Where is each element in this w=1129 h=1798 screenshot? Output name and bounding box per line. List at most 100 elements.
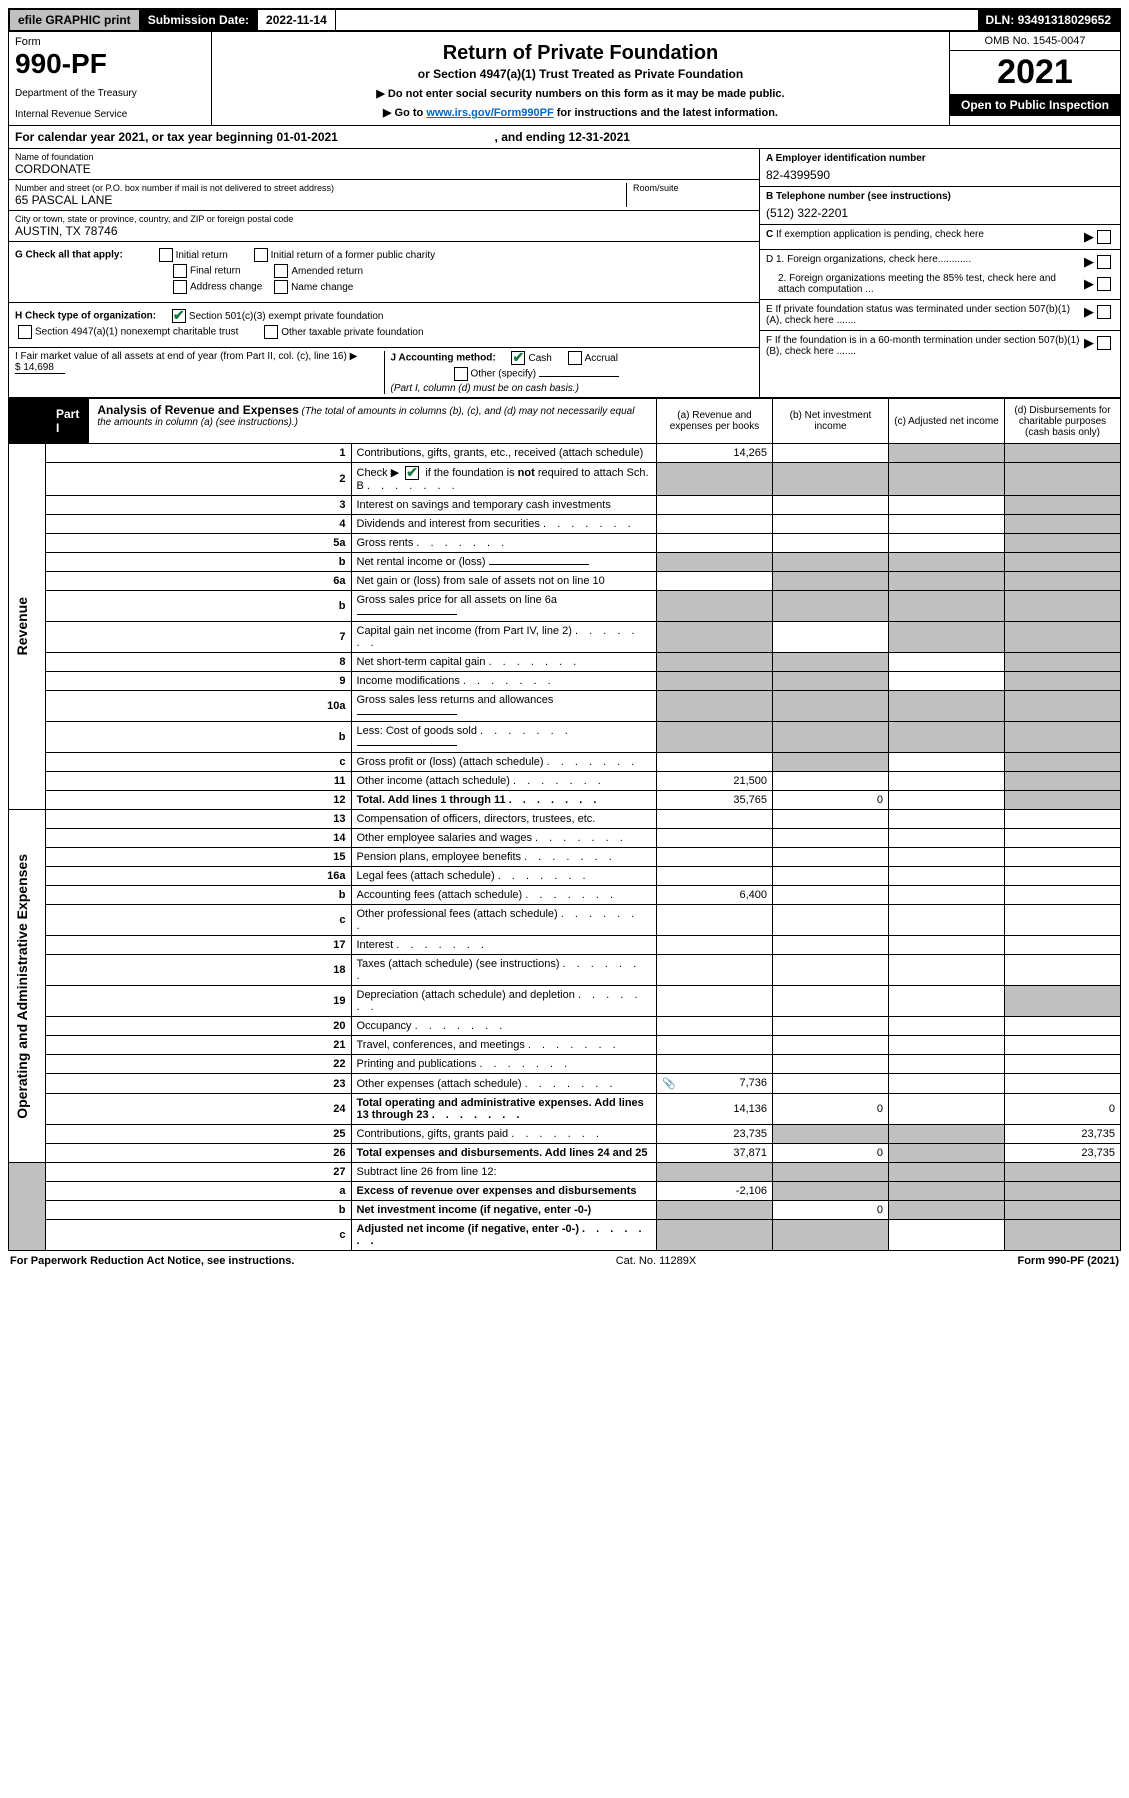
header-right: OMB No. 1545-0047 2021 Open to Public In…: [949, 32, 1120, 125]
cell-value: [1005, 553, 1121, 572]
checkbox-final-return[interactable]: [173, 264, 187, 278]
cell-value: [1005, 848, 1121, 867]
cell-value: [1005, 1163, 1121, 1182]
cell-value: [889, 444, 1005, 463]
row-number: 19: [46, 986, 352, 1017]
cell-value: [657, 867, 773, 886]
table-row: cGross profit or (loss) (attach schedule…: [9, 753, 1121, 772]
cell-value: [773, 534, 889, 553]
cell-value: [773, 936, 889, 955]
checkbox-501c3[interactable]: [172, 309, 186, 323]
row-number: 24: [46, 1094, 352, 1125]
cell-value: 14,136: [657, 1094, 773, 1125]
checkbox-e[interactable]: [1097, 305, 1111, 319]
cell-value: [889, 1125, 1005, 1144]
row-desc: Net short-term capital gain . . . . . . …: [351, 653, 657, 672]
cell-value: [657, 572, 773, 591]
irs-link[interactable]: www.irs.gov/Form990PF: [426, 107, 553, 119]
table-row: Operating and Administrative Expenses13C…: [9, 810, 1121, 829]
cell-value: [773, 905, 889, 936]
row-number: c: [46, 1220, 352, 1251]
checkbox-amended-return[interactable]: [274, 264, 288, 278]
cell-value: [773, 955, 889, 986]
cell-value: [1005, 591, 1121, 622]
checkbox-other-method[interactable]: [454, 367, 468, 381]
attachment-icon[interactable]: 📎: [662, 1077, 676, 1090]
year-end: 12-31-2021: [569, 130, 630, 144]
footer: For Paperwork Reduction Act Notice, see …: [8, 1251, 1121, 1271]
table-row: 19Depreciation (attach schedule) and dep…: [9, 986, 1121, 1017]
cell-value: [1005, 463, 1121, 496]
cell-value: [889, 986, 1005, 1017]
table-row: Revenue1Contributions, gifts, grants, et…: [9, 444, 1121, 463]
table-row: 22Printing and publications . . . . . . …: [9, 1055, 1121, 1074]
city-value: AUSTIN, TX 78746: [15, 224, 753, 238]
cell-value: [1005, 444, 1121, 463]
row-number: 8: [46, 653, 352, 672]
cell-value: [773, 829, 889, 848]
row-desc: Other income (attach schedule) . . . . .…: [351, 772, 657, 791]
cell-value: [657, 463, 773, 496]
table-row: bAccounting fees (attach schedule) . . .…: [9, 886, 1121, 905]
row-desc: Other professional fees (attach schedule…: [351, 905, 657, 936]
cell-value: [889, 534, 1005, 553]
table-row: 24Total operating and administrative exp…: [9, 1094, 1121, 1125]
checkbox-accrual[interactable]: [568, 351, 582, 365]
checkbox-sch-b[interactable]: [405, 466, 419, 480]
table-row: 5aGross rents . . . . . . .: [9, 534, 1121, 553]
row-number: 18: [46, 955, 352, 986]
row-desc: Check ▶ if the foundation is not require…: [351, 463, 657, 496]
form-title: Return of Private Foundation: [218, 42, 943, 65]
expenses-side-label: Operating and Administrative Expenses: [14, 854, 30, 1119]
row-desc: Gross rents . . . . . . .: [351, 534, 657, 553]
cell-value: [657, 515, 773, 534]
table-row: 16aLegal fees (attach schedule) . . . . …: [9, 867, 1121, 886]
row-number: 7: [46, 622, 352, 653]
d2-foreign: 2. Foreign organizations meeting the 85%…: [766, 273, 1084, 295]
cell-value: 23,735: [1005, 1144, 1121, 1163]
checkbox-d1[interactable]: [1097, 255, 1111, 269]
street-label: Number and street (or P.O. box number if…: [15, 183, 626, 193]
revenue-side-label: Revenue: [14, 597, 30, 655]
checkbox-c[interactable]: [1097, 230, 1111, 244]
row-number: 17: [46, 936, 352, 955]
cell-value: [889, 496, 1005, 515]
checkbox-address-change[interactable]: [173, 280, 187, 294]
cell-value: [1005, 905, 1121, 936]
cell-value: [773, 672, 889, 691]
cell-value: [889, 810, 1005, 829]
checkbox-name-change[interactable]: [274, 280, 288, 294]
row-number: 21: [46, 1036, 352, 1055]
cell-value: [773, 691, 889, 722]
checkbox-f[interactable]: [1097, 336, 1111, 350]
col-b-header: (b) Net investment income: [773, 399, 889, 444]
cell-value: [889, 1074, 1005, 1094]
cell-value: [1005, 534, 1121, 553]
cell-value: [773, 572, 889, 591]
cell-value: [773, 1036, 889, 1055]
col-a-header: (a) Revenue and expenses per books: [657, 399, 773, 444]
cell-value: [889, 905, 1005, 936]
row-desc: Other expenses (attach schedule) . . . .…: [351, 1074, 657, 1094]
checkbox-other-taxable[interactable]: [264, 325, 278, 339]
cell-value: [773, 463, 889, 496]
checkbox-d2[interactable]: [1097, 277, 1111, 291]
checkbox-initial-former[interactable]: [254, 248, 268, 262]
row-desc: Total. Add lines 1 through 11 . . . . . …: [351, 791, 657, 810]
cell-value: [657, 848, 773, 867]
row-desc: Gross profit or (loss) (attach schedule)…: [351, 753, 657, 772]
table-row: cOther professional fees (attach schedul…: [9, 905, 1121, 936]
checkbox-initial-return[interactable]: [159, 248, 173, 262]
dept-treasury: Department of the Treasury: [15, 88, 205, 99]
cell-value: [1005, 622, 1121, 653]
row-desc: Legal fees (attach schedule) . . . . . .…: [351, 867, 657, 886]
cell-value: 0: [773, 791, 889, 810]
checkbox-cash[interactable]: [511, 351, 525, 365]
cell-value: [1005, 515, 1121, 534]
checkbox-4947[interactable]: [18, 325, 32, 339]
row-number: c: [46, 753, 352, 772]
table-row: 6aNet gain or (loss) from sale of assets…: [9, 572, 1121, 591]
row-desc: Printing and publications . . . . . . .: [351, 1055, 657, 1074]
phone-value: (512) 322-2201: [766, 206, 1114, 220]
row-number: 26: [46, 1144, 352, 1163]
